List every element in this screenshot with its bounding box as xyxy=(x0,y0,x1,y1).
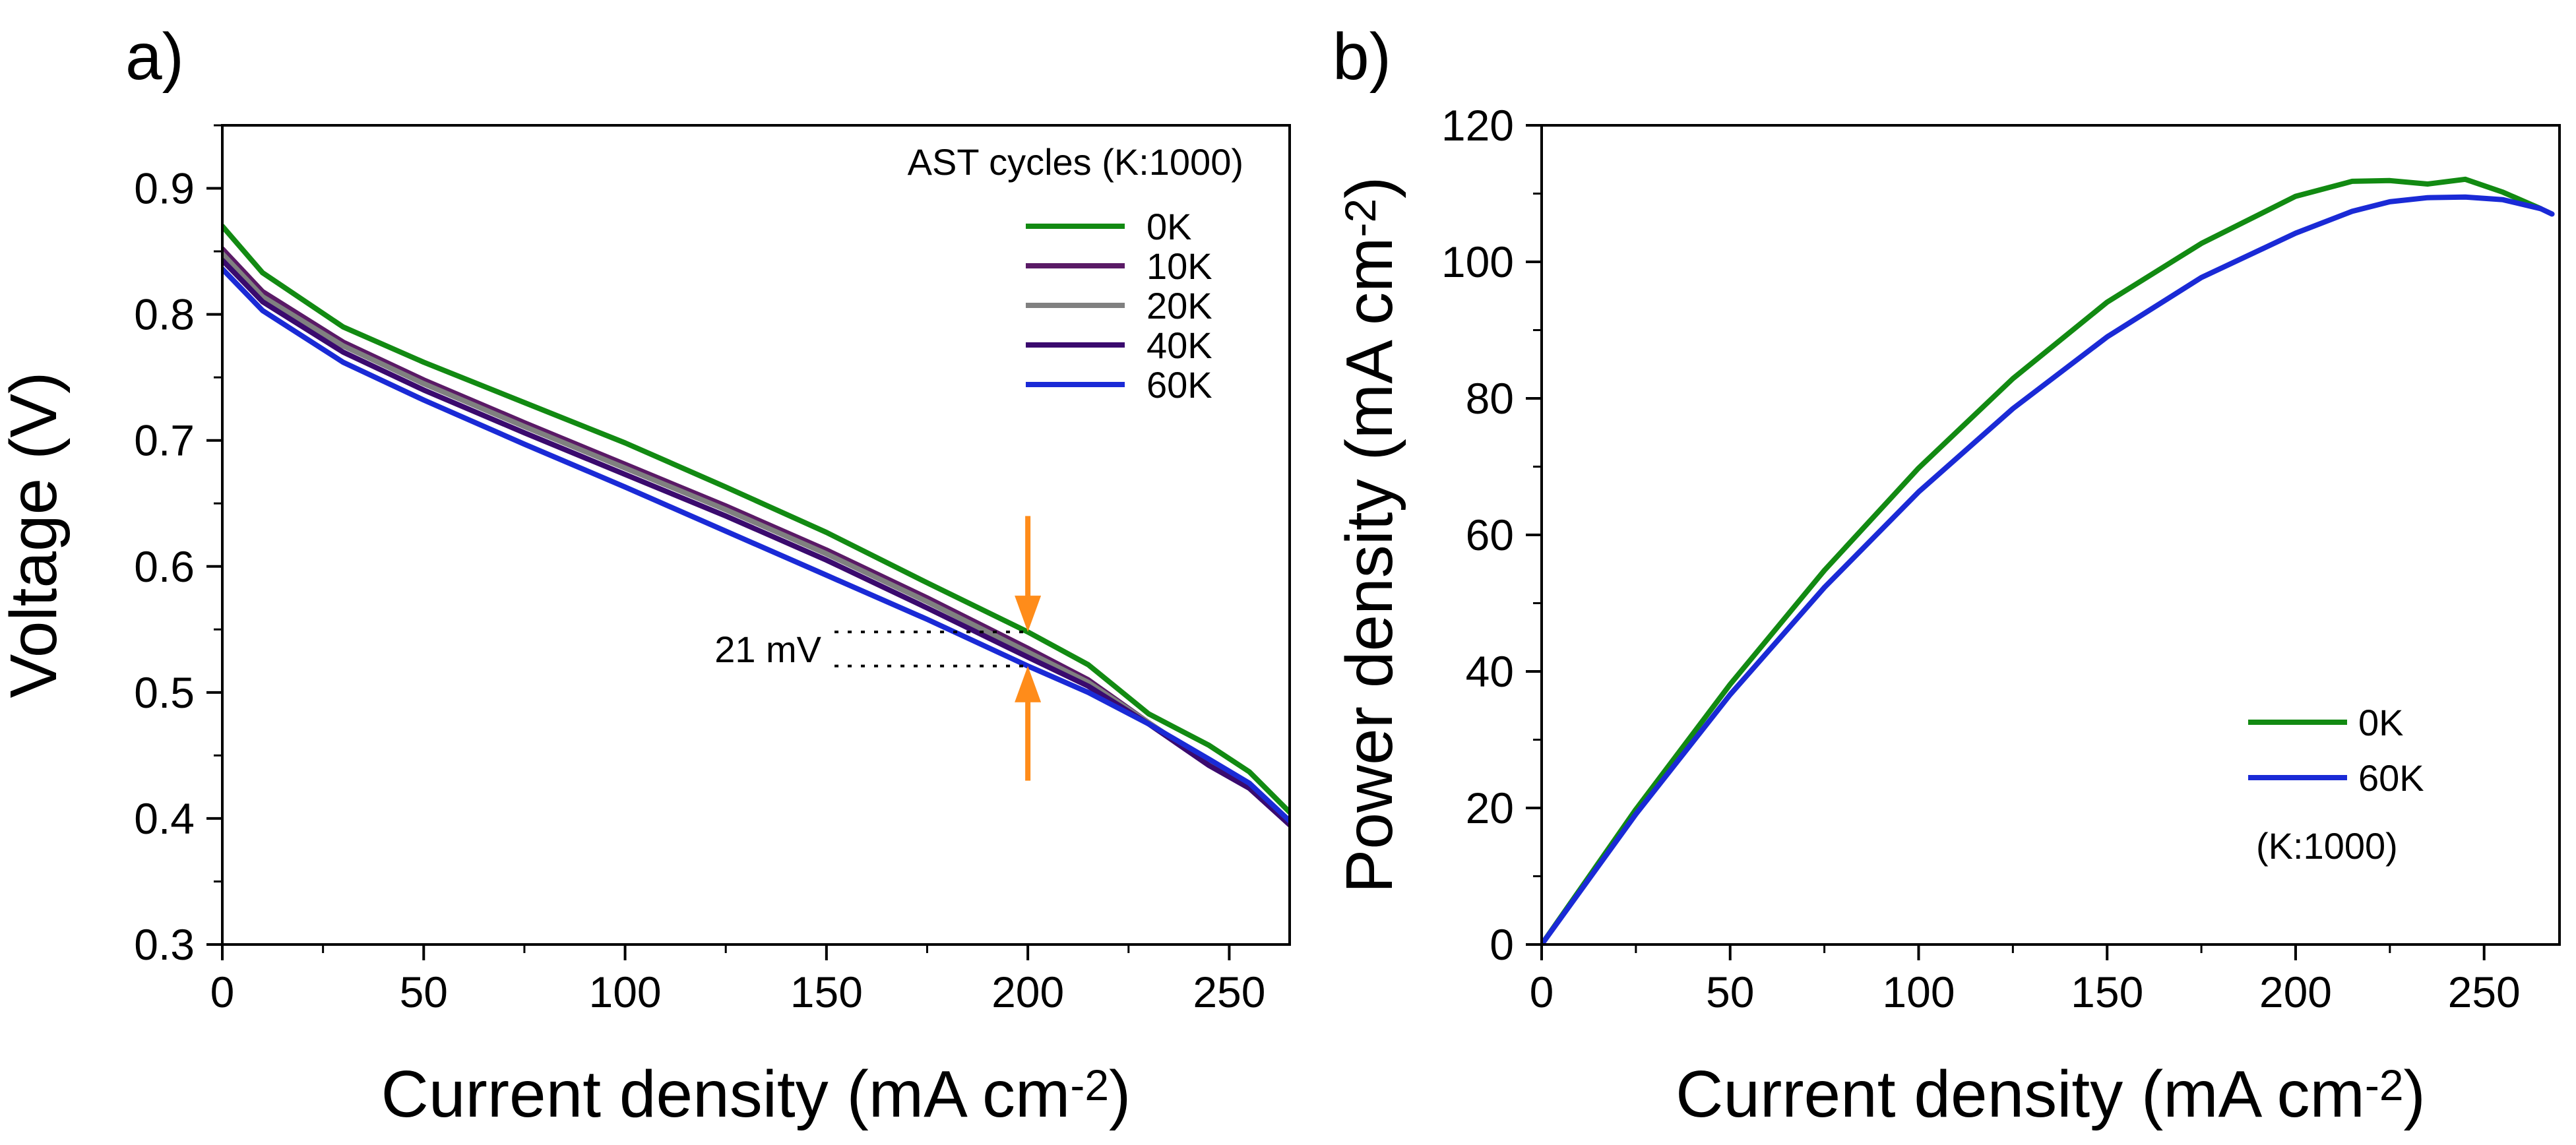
y-tick-label: 0.6 xyxy=(134,542,195,591)
y-tick-label: 0.9 xyxy=(134,164,195,213)
y-tick-label: 100 xyxy=(1441,237,1514,286)
x-tick-label: 250 xyxy=(2448,968,2521,1016)
x-tick-label: 150 xyxy=(2071,968,2143,1016)
y-tick-label: 0.7 xyxy=(134,416,195,465)
x-tick-label: 50 xyxy=(1706,968,1754,1016)
y-tick-label: 120 xyxy=(1441,101,1514,150)
y-tick-label: 20 xyxy=(1466,784,1514,832)
x-tick-label: 100 xyxy=(1882,968,1955,1016)
x-tick-label: 200 xyxy=(2259,968,2332,1016)
plot-frame xyxy=(1540,124,2561,946)
y-tick-label: 0.4 xyxy=(134,794,195,843)
y-tick-label: 0.3 xyxy=(134,920,195,969)
panel-label: a) xyxy=(125,20,184,94)
voltage-chart: a) 0 50 100 150 200 250 0.3 0.4 0.5 0.6 0.7 0.8 0.9 Cu… xyxy=(0,20,1291,1131)
y-tick-label: 40 xyxy=(1466,647,1514,696)
y-tick-label: 60 xyxy=(1466,511,1514,559)
y-tick-label: 0.8 xyxy=(134,290,195,339)
legend-note: (K:1000) xyxy=(2256,825,2398,867)
legend-label-10K: 10K xyxy=(1147,245,1212,287)
series-line-0K xyxy=(222,223,1290,815)
x-tick-label: 50 xyxy=(400,968,448,1016)
legend-label-0K: 0K xyxy=(1147,206,1192,247)
panel-label: b) xyxy=(1333,20,1391,94)
series-group xyxy=(222,223,1290,828)
x-tick-label: 0 xyxy=(1530,968,1554,1016)
plot-frame xyxy=(221,124,1291,946)
legend-title: AST cycles (K:1000) xyxy=(908,141,1243,183)
series-line-0K xyxy=(1542,176,2544,944)
x-axis-title: Current density (mA cm-2) xyxy=(1676,1057,2426,1131)
x-tick-label: 150 xyxy=(790,968,863,1016)
x-tick-label: 100 xyxy=(589,968,662,1016)
y-tick-label: 0.5 xyxy=(134,668,195,717)
annotation-label: 21 mV xyxy=(714,629,821,670)
x-axis-title: Current density (mA cm-2) xyxy=(381,1057,1131,1131)
down-arrow-head xyxy=(1015,596,1042,633)
x-tick-label: 200 xyxy=(991,968,1064,1016)
legend-label-20K: 20K xyxy=(1147,285,1212,326)
x-tick-label: 0 xyxy=(210,968,235,1016)
y-axis-title: Voltage (V) xyxy=(0,372,71,698)
series-line-20K xyxy=(222,251,1290,825)
series-line-10K xyxy=(222,246,1290,828)
series-line-60K xyxy=(1542,194,2555,944)
power-density-chart: b) 0 50 100 150 200 250 0 20 40 60 80 100 120 Current … xyxy=(1333,20,2561,1131)
legend-label-0K: 0K xyxy=(2358,702,2404,743)
series-group xyxy=(1542,176,2555,944)
legend-label-40K: 40K xyxy=(1147,325,1212,366)
legend-label-60K: 60K xyxy=(1147,364,1212,406)
legend-label-60K: 60K xyxy=(2358,757,2424,799)
y-tick-label: 0 xyxy=(1490,920,1514,969)
up-arrow-head xyxy=(1015,665,1042,702)
x-tick-label: 250 xyxy=(1193,968,1265,1016)
y-tick-label: 80 xyxy=(1466,374,1514,423)
series-line-40K xyxy=(222,257,1290,828)
series-line-60K xyxy=(222,266,1290,824)
y-axis-title: Power density (mA cm-2) xyxy=(1333,177,1406,894)
